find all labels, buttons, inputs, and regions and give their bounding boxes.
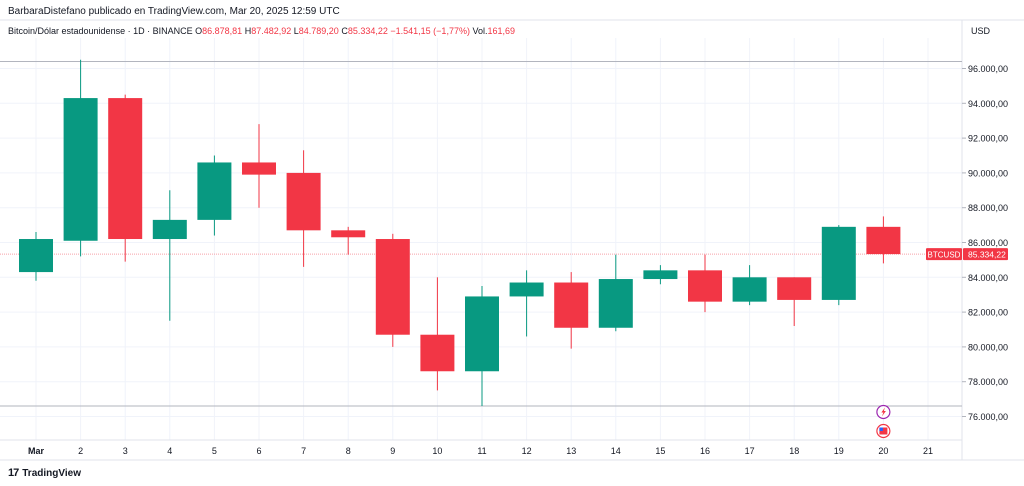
time-tick-label: 13: [566, 446, 576, 456]
time-tick-label: 20: [878, 446, 888, 456]
tradingview-logo-icon: 17: [8, 467, 19, 479]
time-tick-label: 16: [700, 446, 710, 456]
time-tick-label: 10: [432, 446, 442, 456]
candle-body: [19, 239, 53, 273]
volume-label: Vol.: [472, 26, 488, 36]
time-tick-label: 19: [834, 446, 844, 456]
time-tick-label: 12: [522, 446, 532, 456]
price-tick-label: 80.000,00: [968, 342, 1008, 352]
currency-label[interactable]: USD: [971, 26, 991, 36]
change-value: −1.541,15 (−1,77%): [390, 26, 470, 36]
time-tick-label: 3: [123, 446, 128, 456]
tradingview-logo[interactable]: 17 TradingView: [8, 467, 81, 479]
last-price-label: 85.334,22: [968, 250, 1006, 260]
candle-body: [420, 334, 455, 372]
low-label: L: [293, 26, 299, 36]
price-tick-label: 96.000,00: [968, 64, 1008, 74]
flag-stripes: [879, 427, 888, 435]
candle-body: [197, 162, 232, 220]
candle-body: [866, 226, 901, 255]
lightning-icon: [881, 407, 886, 417]
candle-body: [688, 270, 722, 302]
candle-body: [509, 282, 544, 297]
candle-body: [242, 162, 276, 175]
price-tick-label: 76.000,00: [968, 412, 1008, 422]
symbol-title[interactable]: Bitcoin/Dólar estadounidense · 1D · BINA…: [8, 26, 193, 36]
time-tick-label: 15: [655, 446, 665, 456]
time-tick-label: 8: [346, 446, 351, 456]
symbol-tag-label: BTCUSD: [928, 251, 961, 260]
tradingview-brand: TradingView: [22, 467, 81, 479]
candle-body: [152, 219, 187, 240]
time-tick-label: 6: [256, 446, 261, 456]
candle-body: [643, 270, 678, 280]
time-tick-label: 18: [789, 446, 799, 456]
flag-canton: [879, 427, 883, 431]
last-price-tag: [963, 248, 1008, 261]
candle-body: [375, 239, 410, 335]
time-tick-label: Mar: [28, 446, 45, 456]
price-tick-label: 92.000,00: [968, 134, 1008, 144]
candle-body: [63, 98, 98, 241]
open-label: O: [195, 26, 203, 36]
time-tick-label: 17: [745, 446, 755, 456]
ohlc-legend: Bitcoin/Dólar estadounidense · 1D · BINA…: [8, 26, 515, 36]
candle-body: [598, 279, 633, 328]
candle-body: [732, 277, 767, 302]
candle-body: [108, 98, 143, 240]
time-tick-label: 11: [477, 446, 486, 456]
volume-value: 161,69: [487, 26, 516, 36]
candle-body: [554, 282, 589, 328]
time-tick-label: 7: [301, 446, 306, 456]
candle-body: [286, 172, 321, 231]
open-value: 86.878,81: [202, 26, 243, 36]
candle-body: [821, 226, 856, 300]
close-value: 85.334,22: [347, 26, 388, 36]
time-tick-label: 9: [390, 446, 395, 456]
time-tick-label: 21: [923, 446, 933, 456]
high-value: 87.482,92: [251, 26, 292, 36]
low-value: 84.789,20: [298, 26, 339, 36]
price-tick-label: 86.000,00: [968, 238, 1008, 248]
price-tick-label: 90.000,00: [968, 168, 1008, 178]
candle-body: [777, 277, 812, 300]
symbol-tag: [926, 248, 962, 261]
high-label: H: [244, 26, 252, 36]
time-tick-label: 2: [78, 446, 83, 456]
candle-body: [465, 296, 499, 372]
price-tick-label: 88.000,00: [968, 203, 1008, 213]
time-tick-label: 14: [611, 446, 621, 456]
candle-body: [331, 230, 366, 238]
price-tick-label: 82.000,00: [968, 308, 1008, 318]
price-tick-label: 84.000,00: [968, 273, 1008, 283]
time-tick-label: 5: [212, 446, 217, 456]
publisher-line: BarbaraDistefano publicado en TradingVie…: [8, 6, 340, 17]
price-tick-label: 94.000,00: [968, 99, 1008, 109]
time-tick-label: 4: [167, 446, 172, 456]
price-tick-label: 78.000,00: [968, 377, 1008, 387]
close-label: C: [341, 26, 348, 36]
